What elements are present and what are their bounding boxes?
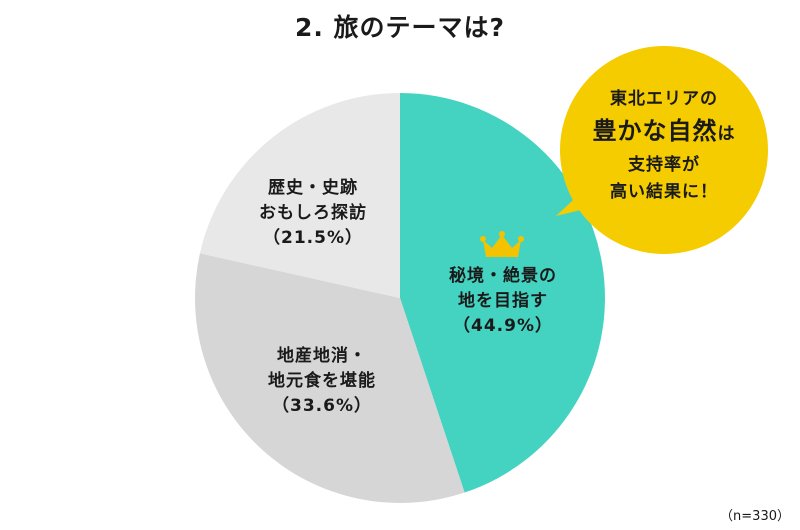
- slice-label-line: 秘境・絶景の: [449, 266, 557, 286]
- slice-value: （44.9%）: [453, 316, 553, 336]
- slice-label-history: 歴史・史跡 おもしろ探訪 （21.5%）: [213, 176, 413, 251]
- slice-label-line: おもしろ探訪: [259, 203, 367, 223]
- chart-title: 2. 旅のテーマは?: [294, 13, 506, 42]
- pie-slice-scenic: [400, 93, 605, 493]
- callout-emphasis-text: 豊かな自然: [592, 117, 718, 145]
- slice-label-line: 地元食を堪能: [268, 371, 376, 391]
- slice-label-line: 地産地消・: [277, 346, 367, 366]
- sample-size: （n=330）: [720, 509, 790, 524]
- callout-emphasis: 豊かな自然は: [574, 113, 754, 152]
- slice-value: （33.6%）: [272, 396, 372, 416]
- slice-label-line: 地を目指す: [458, 291, 548, 311]
- slice-label-line: 歴史・史跡: [268, 178, 358, 198]
- callout-particle: は: [717, 124, 736, 144]
- callout-line: 支持率が: [628, 155, 700, 175]
- pie-slice-local-food: [195, 253, 465, 503]
- pie-slice-history: [199, 93, 400, 298]
- callout-text: 東北エリアの 豊かな自然は 支持率が 高い結果に！: [574, 86, 754, 206]
- crown-icon: [480, 231, 524, 257]
- callout-line: 東北エリアの: [610, 89, 718, 109]
- slice-label-scenic: 秘境・絶景の 地を目指す （44.9%）: [403, 264, 603, 339]
- slice-label-local-food: 地産地消・ 地元食を堪能 （33.6%）: [222, 344, 422, 419]
- callout-line: 高い結果に！: [610, 182, 718, 202]
- slice-value: （21.5%）: [263, 228, 363, 248]
